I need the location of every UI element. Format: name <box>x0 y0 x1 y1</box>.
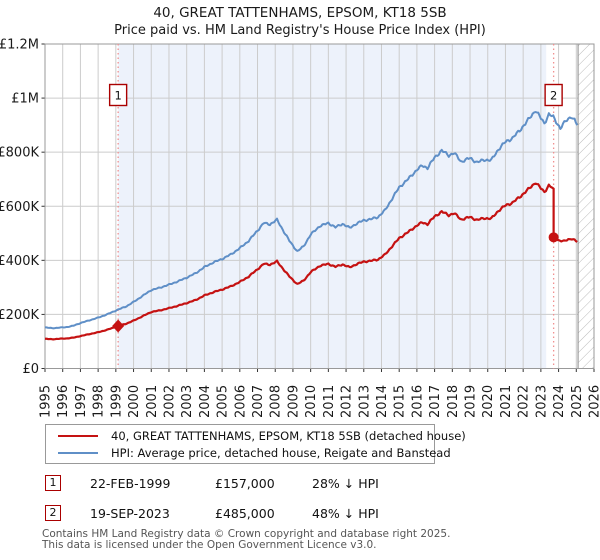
sale-2-annotation-label: 2 <box>550 89 557 103</box>
x-tick-label: 1999 <box>109 385 124 418</box>
x-tick-label: 2024 <box>552 385 567 418</box>
x-tick-label: 2011 <box>322 385 337 418</box>
sale-2-marker-badge: 2 <box>45 505 61 521</box>
legend-label: HPI: Average price, detached house, Reig… <box>111 445 451 460</box>
y-tick-label: £1M <box>11 92 39 107</box>
x-tick-label: 2012 <box>340 385 355 418</box>
x-tick-label: 2026 <box>588 385 600 418</box>
x-tick-label: 2002 <box>162 385 177 418</box>
price-paid-series-line <box>45 182 578 341</box>
y-tick-label: £200K <box>0 308 39 323</box>
sale-1-annotation-label: 1 <box>114 89 121 103</box>
sale-2-date: 19-SEP-2023 <box>90 506 170 521</box>
plot-border <box>44 43 595 369</box>
x-tick-label: 2009 <box>286 385 301 418</box>
legend-label: 40, GREAT TATTENHAMS, EPSOM, KT18 5SB (d… <box>111 428 466 443</box>
legend-item-price-paid: 40, GREAT TATTENHAMS, EPSOM, KT18 5SB (d… <box>46 427 466 444</box>
x-tick-label: 2001 <box>145 385 160 418</box>
sale-2-vs-hpi: 48% ↓ HPI <box>312 506 379 521</box>
y-tick-label: £1.2M <box>0 38 39 53</box>
sale-1-annotation-box <box>108 83 128 107</box>
sale-2-point-marker <box>548 232 559 243</box>
sale-1-marker-badge: 1 <box>45 475 61 491</box>
sale-2-price: £485,000 <box>215 506 275 521</box>
y-tick-label: £0 <box>22 362 39 377</box>
x-tick-label: 2025 <box>570 385 585 418</box>
x-tick-label: 2010 <box>304 385 319 418</box>
x-tick-label: 2019 <box>464 385 479 418</box>
x-tick-label: 2015 <box>393 385 408 418</box>
sale-2-annotation-box <box>544 83 563 107</box>
footer-line-1: Contains HM Land Registry data © Crown c… <box>42 528 451 540</box>
x-tick-label: 2006 <box>233 385 248 418</box>
hpi-line-swatch <box>58 451 98 454</box>
license-footer: Contains HM Land Registry data © Crown c… <box>42 529 450 551</box>
sale-1-vs-hpi: 28% ↓ HPI <box>312 476 379 491</box>
x-tick-label: 2023 <box>534 385 549 418</box>
sale-row-1: 1 22-FEB-1999 £157,000 28% ↓ HPI <box>0 475 600 492</box>
x-tick-label: 1996 <box>56 385 71 418</box>
x-tick-label: 2003 <box>180 385 195 418</box>
x-tick-label: 2022 <box>517 385 532 418</box>
x-tick-label: 2008 <box>269 385 284 418</box>
y-tick-label: £400K <box>0 254 39 269</box>
chart-legend: 40, GREAT TATTENHAMS, EPSOM, KT18 5SB (d… <box>45 424 466 464</box>
x-tick-label: 2017 <box>428 385 443 418</box>
price-paid-line-swatch <box>58 434 98 437</box>
y-tick-label: £800K <box>0 146 39 161</box>
x-tick-label: 2013 <box>357 385 372 418</box>
x-tick-label: 1998 <box>92 385 107 418</box>
footer-line-2: This data is licensed under the Open Gov… <box>42 539 377 551</box>
x-tick-label: 2005 <box>216 385 231 418</box>
chart-subtitle: Price paid vs. HM Land Registry's House … <box>114 23 486 38</box>
x-tick-label: 1997 <box>74 385 89 418</box>
x-tick-label: 2000 <box>127 385 142 418</box>
x-tick-label: 2007 <box>251 385 266 418</box>
x-tick-label: 2014 <box>375 385 390 418</box>
sale-1-price: £157,000 <box>215 476 275 491</box>
x-tick-label: 1995 <box>39 385 54 418</box>
sale-1-point-marker <box>112 319 125 333</box>
x-tick-label: 2016 <box>410 385 425 418</box>
sale-row-2: 2 19-SEP-2023 £485,000 48% ↓ HPI <box>0 505 600 522</box>
legend-item-hpi: HPI: Average price, detached house, Reig… <box>46 444 451 461</box>
x-tick-label: 2021 <box>499 385 514 418</box>
sale-1-date: 22-FEB-1999 <box>90 476 171 491</box>
y-tick-label: £600K <box>0 200 39 215</box>
x-tick-label: 2020 <box>481 385 496 418</box>
price-history-plot: 1995 1996 1997 1998 1999 2000 2001 2002 2003 2004… <box>0 38 600 419</box>
hpi-series-line <box>45 111 579 330</box>
x-tick-label: 2004 <box>198 385 213 418</box>
future-region-hatch <box>578 44 594 369</box>
chart-title: 40, GREAT TATTENHAMS, EPSOM, KT18 5SB <box>153 5 447 21</box>
x-tick-label: 2018 <box>446 385 461 418</box>
